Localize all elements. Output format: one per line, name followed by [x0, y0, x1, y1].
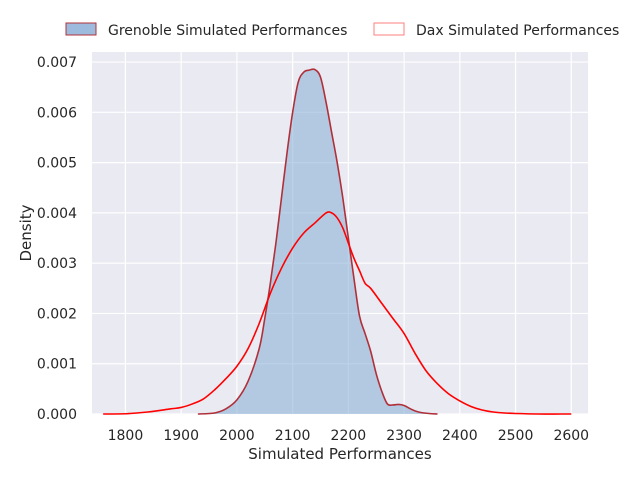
y-tick-label: 0.002 [37, 306, 77, 322]
legend-label-dax: Dax Simulated Performances [416, 23, 619, 39]
density-line-grenoble [197, 68, 438, 415]
y-tick-label: 0.000 [37, 407, 77, 423]
y-tick-label: 0.004 [37, 206, 77, 222]
series-layer [103, 68, 572, 415]
y-tick-label: 0.006 [37, 105, 77, 121]
x-tick-label: 2300 [386, 428, 422, 444]
legend: Grenoble Simulated Performances Dax Simu… [65, 22, 619, 39]
x-axis-ticks: 1800 1900 2000 2100 2200 2300 2400 2500 2600 [108, 428, 589, 444]
area-fill-grenoble [197, 69, 438, 414]
x-tick-label: 2100 [275, 428, 311, 444]
x-tick-label: 2500 [498, 428, 534, 444]
x-axis-label: Simulated Performances [248, 445, 432, 463]
density-line-dax [103, 211, 572, 415]
y-axis-label: Density [17, 204, 35, 261]
legend-swatch-grenoble [65, 22, 97, 36]
legend-swatch-dax [373, 22, 405, 36]
x-tick-label: 2200 [331, 428, 367, 444]
x-tick-label: 1800 [108, 428, 144, 444]
x-tick-label: 1900 [163, 428, 199, 444]
y-tick-label: 0.001 [37, 357, 77, 373]
x-tick-label: 2600 [553, 428, 589, 444]
x-tick-label: 2000 [219, 428, 255, 444]
y-tick-label: 0.003 [37, 256, 77, 272]
x-tick-label: 2400 [442, 428, 478, 444]
y-tick-label: 0.005 [37, 156, 77, 172]
y-tick-label: 0.007 [37, 55, 77, 71]
legend-label-grenoble: Grenoble Simulated Performances [108, 23, 347, 39]
y-axis-ticks: 0.000 0.001 0.002 0.003 0.004 0.005 0.006 0.007 [37, 55, 77, 423]
